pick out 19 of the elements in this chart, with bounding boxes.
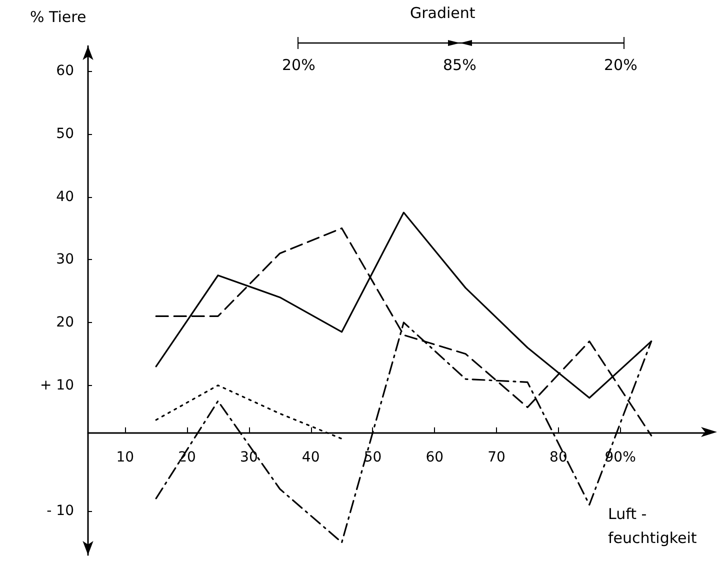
annotation: 85% (443, 56, 476, 74)
y-tick-label: 20 (56, 314, 74, 330)
x-tick-label: 80 (550, 449, 568, 466)
annotation: 20% (604, 56, 638, 74)
x-tick-label: 70 (488, 449, 506, 466)
y-tick-label: 30 (56, 252, 74, 268)
y-tick-label: - 10 (46, 503, 74, 520)
x-tick-label: 60 (426, 449, 444, 466)
x-tick-label: 10 (116, 449, 134, 466)
y-tick-label: 60 (56, 63, 74, 80)
x-axis-title: Luft - feuchtigkeit (608, 504, 698, 549)
y-axis-title: % Tiere (30, 8, 86, 26)
annotation: 20% (282, 56, 316, 74)
y-tick-label: 50 (56, 126, 74, 142)
x-tick-label: 40 (302, 449, 320, 466)
y-tick-label: 40 (56, 188, 74, 205)
y-tick-label: + 10 (40, 377, 74, 394)
text: Gradient (410, 4, 476, 22)
x-tick-label: 30 (240, 449, 258, 466)
